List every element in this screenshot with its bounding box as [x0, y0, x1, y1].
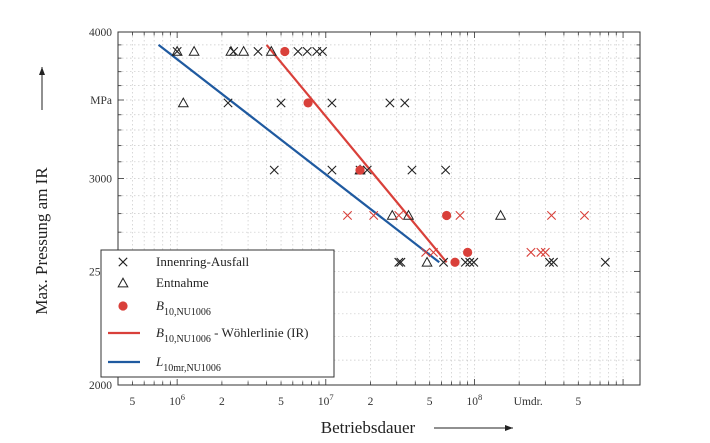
- entnahme-point: [171, 45, 183, 56]
- innenring-ausfall-point: [327, 98, 337, 108]
- innenring-ausfall-point: [465, 257, 475, 267]
- tick-marks: [118, 32, 640, 385]
- innenring-ausfall-point: [269, 165, 279, 175]
- x-tick-labels: 5 106 2 5 107 2 5 108 5: [130, 392, 582, 408]
- red-cross-point: [342, 210, 353, 221]
- regression-lines: [157, 44, 448, 264]
- innenring-ausfall-point: [253, 46, 263, 57]
- b10-point: [450, 257, 460, 267]
- woehler-line-ir: [265, 44, 448, 263]
- entnahme-point: [177, 97, 189, 108]
- x-tick-label: 108: [467, 392, 483, 408]
- red-cross-point: [369, 210, 379, 221]
- innenring-ausfall-point: [548, 257, 559, 267]
- entnahme-point: [237, 45, 250, 56]
- entnahme-point: [402, 209, 415, 220]
- innenring-ausfall-point: [400, 98, 410, 108]
- l10mr-line: [157, 44, 440, 264]
- x-tick-label: 5: [278, 396, 284, 408]
- innenring-ausfall-point: [327, 165, 337, 175]
- y-tick-label: 2000: [89, 380, 112, 392]
- x-tick-label: 5: [130, 396, 136, 408]
- innenring-ausfall-point: [223, 98, 233, 108]
- red-cross-point: [526, 247, 536, 257]
- innenring-ausfall-point: [302, 46, 312, 57]
- x-unit-label: Umdr.: [514, 396, 543, 408]
- data-markers: [171, 45, 610, 267]
- innenring-ausfall-point: [293, 46, 303, 57]
- innenring-ausfall-point: [172, 46, 182, 57]
- b10-point: [355, 165, 365, 175]
- b10-point: [280, 46, 290, 57]
- entnahme-point: [421, 256, 433, 267]
- entnahme-point: [265, 45, 277, 56]
- x-tick-label: 5: [575, 396, 581, 408]
- legend-triangle-icon: [117, 277, 129, 288]
- red-cross-point: [421, 247, 431, 257]
- entnahme-point: [188, 45, 200, 56]
- innenring-ausfall-point: [407, 165, 417, 175]
- x-axis-label: Betriebsdauer: [321, 418, 416, 437]
- legend-cross-icon: [118, 257, 128, 267]
- red-cross-point: [540, 247, 550, 257]
- y-axis-label: Max. Pressung am IR: [32, 167, 51, 315]
- entnahme-point: [386, 209, 398, 220]
- x-tick-label: 2: [219, 396, 225, 408]
- legend-entry-label: Innenring-Ausfall: [156, 254, 250, 269]
- y-axis-arrow: [39, 67, 45, 110]
- red-cross-point: [428, 247, 439, 257]
- x-tick-label: 107: [318, 392, 334, 408]
- red-cross-point: [546, 210, 557, 221]
- legend-entry-label: Entnahme: [156, 275, 209, 290]
- entnahme-point: [494, 209, 507, 220]
- b10-point: [463, 247, 473, 257]
- x-arrow-head: [505, 425, 513, 431]
- innenring-ausfall-point: [394, 257, 404, 267]
- innenring-ausfall-point: [317, 46, 328, 57]
- legend-box: [100, 249, 335, 378]
- innenring-ausfall-point: [276, 98, 286, 108]
- b10-point: [442, 210, 452, 221]
- innenring-ausfall-point: [385, 98, 395, 108]
- y-tick-label: 4000: [89, 27, 112, 39]
- legend: Innenring-Ausfall Entnahme B10,NU1006 B10,N…: [100, 249, 335, 378]
- y-tick-label: 3000: [89, 174, 112, 186]
- legend-entry-label: B10,NU1006 - Wöhlerlinie (IR): [156, 325, 309, 345]
- innenring-ausfall-point: [469, 257, 479, 267]
- innenring-ausfall-point: [438, 257, 449, 267]
- legend-entry-label: B10,NU1006: [156, 298, 211, 318]
- innenring-ausfall-point: [600, 257, 610, 267]
- entnahme-point: [225, 45, 237, 56]
- red-cross-point: [455, 210, 465, 221]
- b10-point: [303, 98, 313, 108]
- legend-dot-icon: [118, 301, 128, 311]
- x-tick-label: 5: [427, 396, 433, 408]
- x-tick-label: 2: [368, 396, 374, 408]
- red-cross-point: [579, 210, 590, 221]
- legend-entry-label: L10mr,NU1006: [155, 354, 221, 374]
- plot-frame: [117, 31, 641, 386]
- innenring-ausfall-point: [396, 257, 406, 267]
- red-cross-point: [536, 247, 546, 257]
- innenring-ausfall-point: [460, 257, 471, 267]
- x-tick-label: 106: [169, 392, 185, 408]
- y-arrow-head: [39, 67, 45, 75]
- innenring-ausfall-point: [441, 165, 451, 175]
- innenring-ausfall-point: [544, 257, 555, 267]
- x-axis-arrow: [434, 425, 513, 431]
- red-cross-point: [394, 210, 404, 221]
- y-unit-label: MPa: [90, 95, 112, 107]
